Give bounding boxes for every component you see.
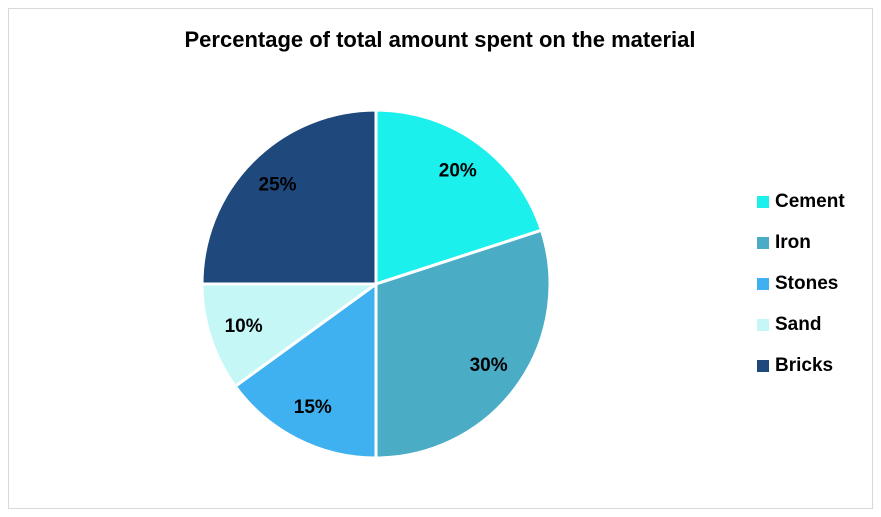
data-label: 10% xyxy=(225,316,263,337)
pie-slice xyxy=(200,282,381,389)
data-label: 20% xyxy=(439,160,477,181)
pie-slice xyxy=(233,281,378,460)
legend-swatch xyxy=(757,278,769,290)
legend-label: Bricks xyxy=(775,355,833,376)
legend-swatch xyxy=(757,360,769,372)
legend-swatch xyxy=(757,319,769,331)
data-label: 15% xyxy=(294,397,332,418)
legend-swatch xyxy=(757,196,769,208)
legend-label: Iron xyxy=(775,232,811,253)
chart-title: Percentage of total amount spent on the … xyxy=(185,27,696,52)
data-label: 25% xyxy=(259,175,297,196)
legend-label: Cement xyxy=(775,191,845,212)
data-label: 30% xyxy=(470,355,508,376)
legend-label: Stones xyxy=(775,273,838,294)
legend-label: Sand xyxy=(775,314,821,335)
pie-slice xyxy=(374,228,552,460)
pie-slice xyxy=(374,108,544,287)
pie-slice xyxy=(200,108,378,286)
legend-swatch xyxy=(757,237,769,249)
